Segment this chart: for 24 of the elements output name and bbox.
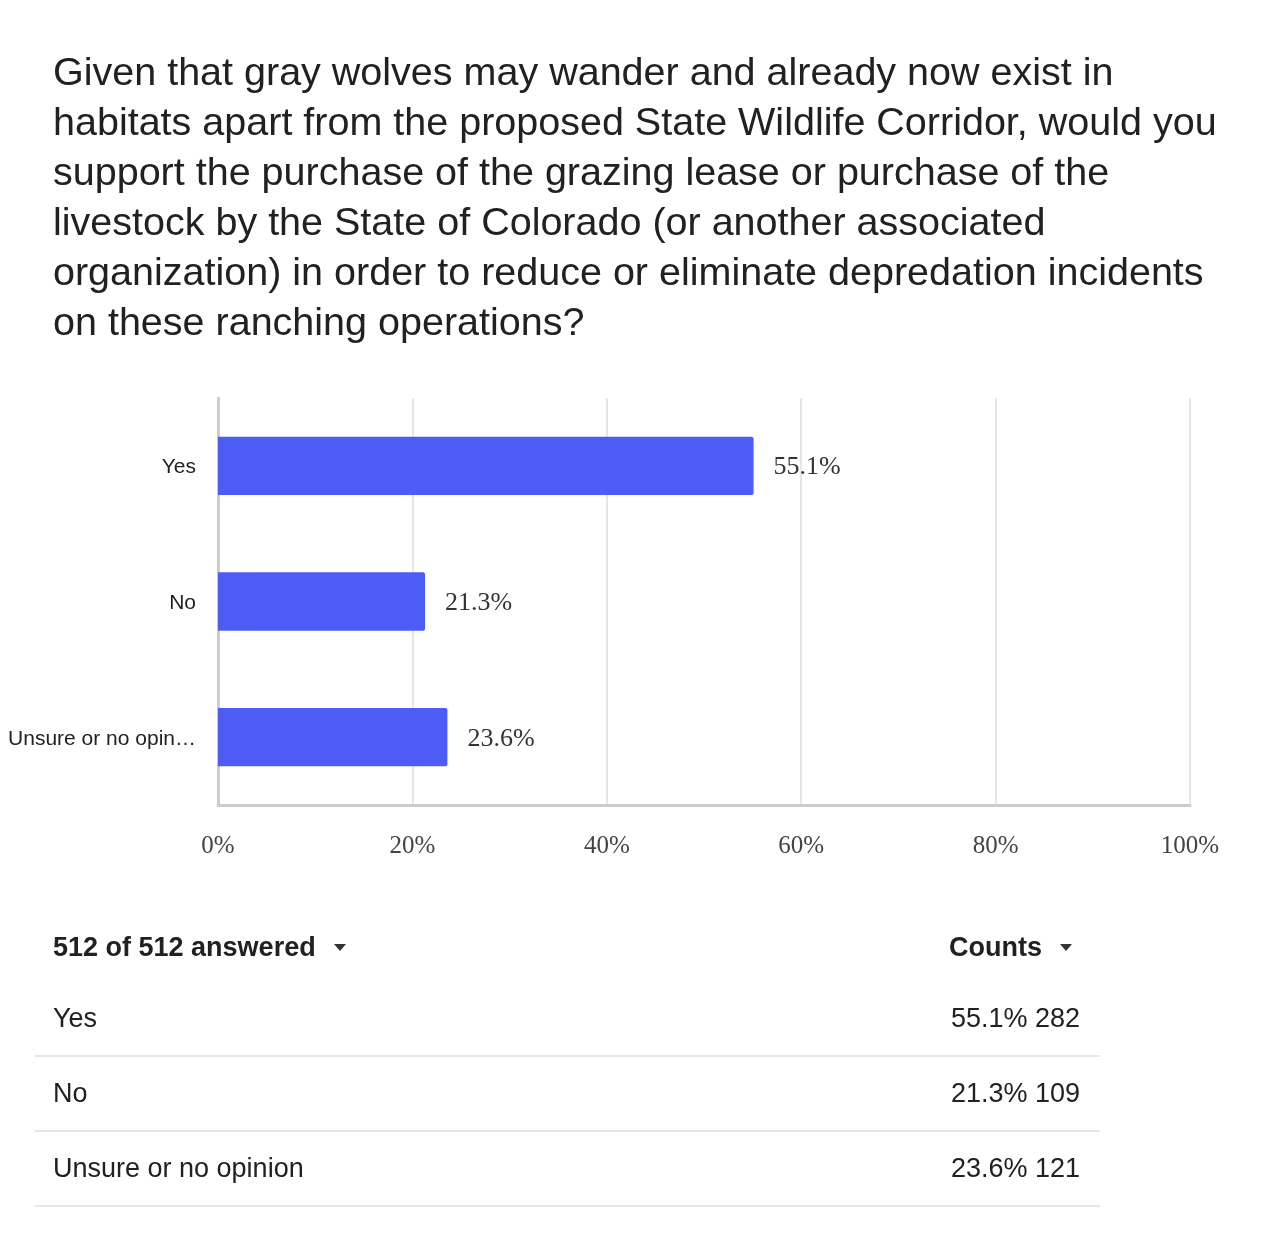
text: 23.6% 121	[950, 1153, 1080, 1184]
text: Counts	[949, 931, 1042, 963]
x-tick-label: 20%	[389, 831, 436, 858]
x-tick-label: 0%	[201, 831, 235, 858]
x-tick-label: 80%	[972, 831, 1019, 858]
text: No	[53, 1078, 88, 1109]
text: 55.1% 282	[950, 1003, 1080, 1034]
text: Yes	[53, 1003, 98, 1034]
chart-title: Given that gray wolves may wander and already now exist in habitats apart from the proposed State Wildlife Corridor, would you support the purchase of the grazing lease or purchase of the livestock by the State of Colorado (or another associated organization) in order to reduce or eliminate depredation incidents on these ranching operations?	[53, 48, 1218, 345]
y-tick-label: Yes	[161, 454, 196, 478]
x-tick-label: 100%	[1160, 831, 1220, 858]
text: 512 of 512 answered	[53, 931, 316, 963]
data-label: 23.6%	[467, 722, 535, 752]
text: 21.3% 109	[950, 1078, 1080, 1109]
x-tick-label: 40%	[583, 831, 630, 858]
data-label: 21.3%	[445, 587, 513, 616]
y-tick-label: No	[169, 590, 196, 613]
y-tick-label: Unsure or no opin…	[8, 725, 196, 749]
bar	[218, 708, 448, 767]
x-tick-label: 60%	[778, 831, 825, 858]
text: Unsure or no opinion	[53, 1153, 304, 1184]
bar	[218, 572, 426, 631]
bar	[218, 436, 754, 495]
data-label: 55.1%	[773, 451, 841, 481]
